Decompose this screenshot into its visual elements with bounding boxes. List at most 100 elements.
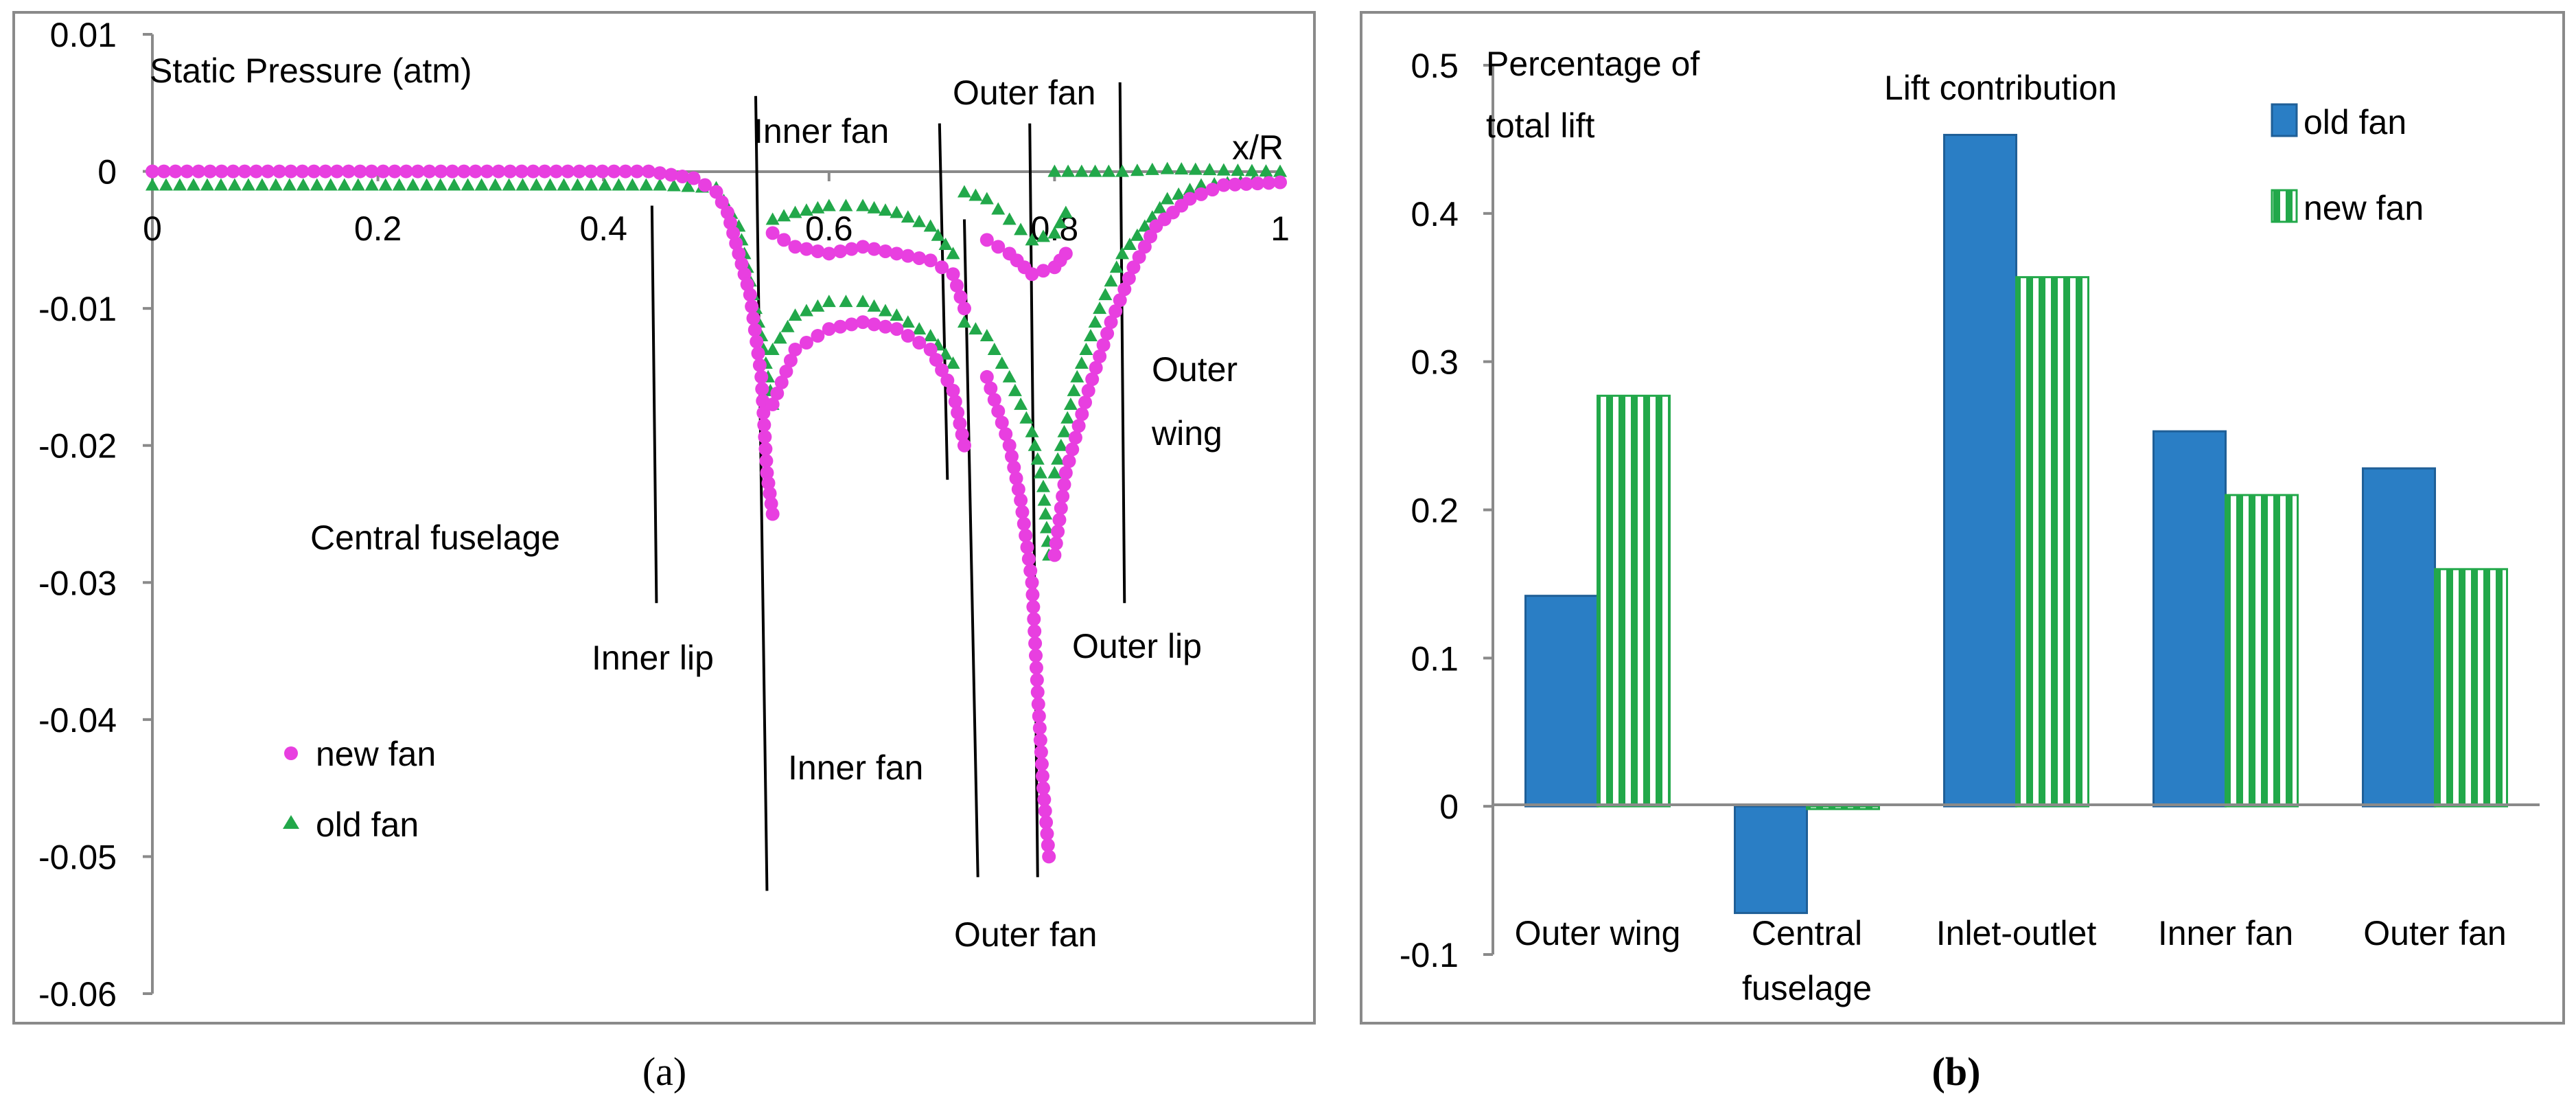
old-fan-point <box>780 319 795 332</box>
new-fan-point <box>307 164 321 179</box>
new-fan-point <box>468 164 483 179</box>
new-fan-point <box>1002 438 1017 453</box>
new-fan-point <box>999 427 1013 442</box>
old-fan-point <box>1070 369 1084 382</box>
old-fan-point <box>584 178 599 191</box>
old-fan-point <box>1098 288 1113 301</box>
new-fan-point <box>901 329 915 343</box>
new-fan-point <box>180 164 194 179</box>
old-fan-point <box>1122 238 1137 251</box>
old-fan-point <box>788 205 802 218</box>
new-fan-point <box>788 343 802 357</box>
new-fan-point <box>1054 501 1068 515</box>
old-fan-point <box>1063 397 1078 410</box>
new-fan-point <box>1015 505 1030 519</box>
old-fan-point <box>351 178 365 191</box>
old-fan-point <box>268 178 283 191</box>
new-fan-point <box>833 319 848 334</box>
new-fan-point <box>653 166 667 181</box>
old-fan-point <box>912 214 927 227</box>
old-fan-point <box>1152 201 1167 214</box>
panel-b-title: Lift contribution <box>1884 69 2117 107</box>
bar-new-fan <box>2225 494 2299 808</box>
old-fan-point <box>1079 343 1093 356</box>
annotation-inner-lip: Inner lip <box>592 639 714 677</box>
old-fan-point <box>979 192 994 205</box>
new-fan-point <box>946 383 960 398</box>
new-fan-point <box>991 404 1006 418</box>
new-fan-point <box>957 301 971 316</box>
old-fan-point <box>570 178 585 191</box>
old-fan-point <box>923 219 938 232</box>
new-fan-point <box>709 185 723 199</box>
panel-a-x-tick-label: 0.6 <box>805 209 853 248</box>
annotation-central-fuselage: Central fuselage <box>310 518 560 557</box>
old-fan-point <box>839 198 853 211</box>
new-fan-point <box>1031 697 1045 711</box>
old-fan-point <box>681 179 695 192</box>
new-fan-point <box>755 382 769 396</box>
new-fan-point <box>946 267 960 282</box>
panel-a-x-tick-label: 0.4 <box>579 209 627 248</box>
new-fan-point <box>726 226 741 240</box>
old-fan-point <box>612 178 626 191</box>
annotation-outer-fan-top: Outer fan <box>953 73 1095 112</box>
new-fan-point <box>1029 648 1043 663</box>
new-fan-point <box>1228 177 1242 192</box>
old-fan-point <box>1002 212 1017 225</box>
new-fan-point <box>948 394 962 409</box>
new-fan-point <box>1021 552 1036 567</box>
new-fan-point <box>1239 176 1253 191</box>
new-fan-point <box>641 164 655 179</box>
panel-b-y-tick-label: 0.1 <box>1411 639 1459 678</box>
new-fan-point <box>1014 493 1028 507</box>
new-fan-point <box>935 363 949 377</box>
new-fan-point <box>1025 575 1039 590</box>
old-fan-point <box>406 178 420 191</box>
old-fan-point <box>1093 301 1107 315</box>
new-fan-point <box>765 507 780 521</box>
old-fan-point <box>1244 163 1259 176</box>
panel-a-y-tick-label: 0.01 <box>50 16 117 54</box>
panel-b-y-tick-label: 0.3 <box>1411 343 1459 382</box>
new-fan-point <box>923 343 938 357</box>
new-fan-point <box>364 164 379 179</box>
new-fan-point <box>1205 183 1220 197</box>
new-fan-point <box>747 323 762 337</box>
old-fan-point <box>987 343 1001 356</box>
boundary-line <box>962 219 979 878</box>
old-fan-point <box>282 178 297 191</box>
new-fan-point <box>1104 315 1118 330</box>
panel-a-x-tick-label: 1 <box>1270 209 1290 248</box>
new-fan-point <box>1068 431 1082 445</box>
new-fan-point <box>734 257 749 271</box>
old-fan-point <box>1008 383 1022 396</box>
new-fan-point <box>1056 489 1070 503</box>
old-fan-point <box>323 178 338 191</box>
new-fan-point <box>740 277 754 292</box>
panel-b-y-tick-label: 0.2 <box>1411 492 1459 530</box>
old-fan-point <box>447 178 461 191</box>
new-fan-point <box>249 164 264 179</box>
old-fan-point <box>557 178 571 191</box>
legend-new-fan-swatch <box>2271 189 2298 223</box>
panel-a-y-tick-label: -0.05 <box>38 838 117 876</box>
new-fan-point <box>1034 757 1049 771</box>
new-fan-point <box>923 253 938 268</box>
new-fan-point <box>822 322 836 336</box>
new-fan-point <box>984 381 998 396</box>
new-fan-point <box>1251 176 1265 191</box>
new-fan-point <box>1025 267 1039 282</box>
bar-new-fan <box>2015 276 2089 808</box>
new-fan-point <box>957 438 971 453</box>
new-fan-point <box>750 334 764 349</box>
old-fan-point <box>890 308 904 321</box>
old-fan-point <box>1145 162 1159 175</box>
new-fan-point <box>1194 187 1208 201</box>
panel-b: 0.5 0.4 0.3 0.2 0.1 0 -0.1 Outer wing Central fu… <box>1360 11 2565 1025</box>
old-fan-point <box>991 202 1006 215</box>
old-fan-point <box>1033 466 1047 479</box>
new-fan-point <box>752 358 767 372</box>
old-fan-point <box>1030 452 1045 465</box>
new-fan-point <box>777 233 791 247</box>
